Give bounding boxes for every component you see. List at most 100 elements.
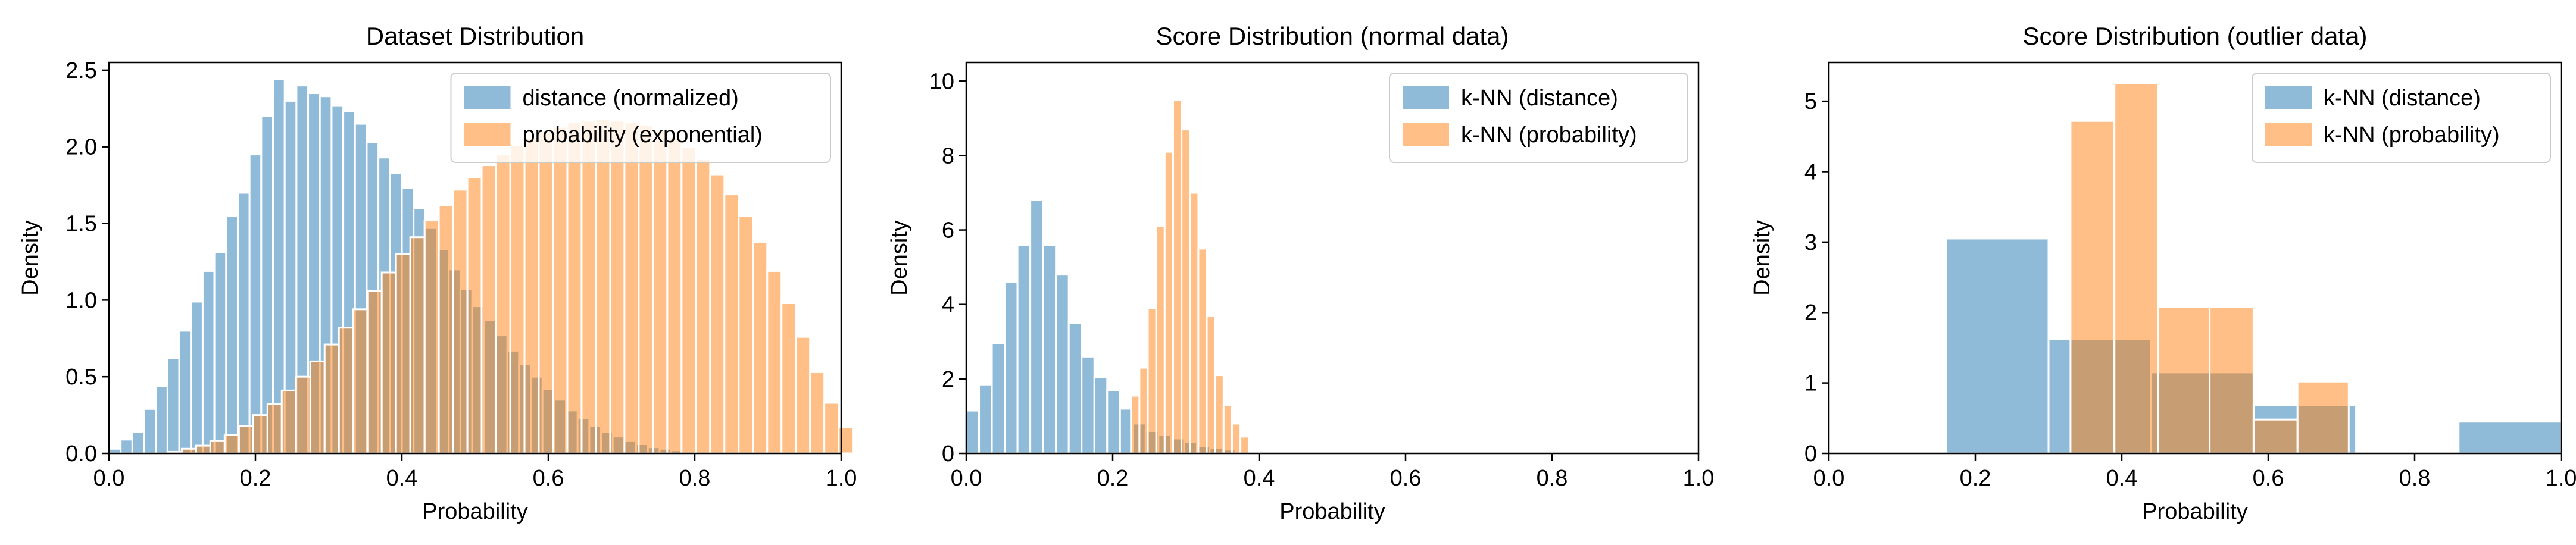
legend-label: k-NN (distance) [1461,86,1618,111]
histogram-bar [1004,281,1019,455]
histogram-bar [1081,355,1095,455]
x-axis-label: Probability [422,499,527,524]
histogram-bar [120,438,133,455]
histogram-bar [238,425,254,455]
histogram-bar [223,434,240,455]
legend: k-NN (distance) k-NN (probability) [1389,73,1688,163]
legend-swatch [464,123,511,146]
histogram-bar [666,136,683,455]
y-tick-label: 2 [942,367,954,392]
x-tick-label: 0.2 [1960,466,1991,491]
histogram-bar [1016,244,1032,455]
histogram-bar [2157,306,2211,455]
y-tick-label: 10 [929,69,954,94]
x-tick-label: 0.8 [679,466,711,491]
histogram-bar [595,118,611,455]
histogram-bar [552,126,569,455]
x-tick-label: 0.6 [533,466,564,491]
y-axis-label: Density [18,220,43,296]
chart-title: Score Distribution (normal data) [1156,22,1509,50]
histogram-bar [965,409,981,455]
histogram-bar [566,121,583,455]
histogram-bar [1197,248,1208,455]
histogram-bar [1055,274,1070,455]
histogram-bar [380,271,397,455]
histogram-bar [366,290,383,455]
histogram-bar [452,189,469,455]
histogram-bar [652,129,669,455]
histogram-bar [166,357,180,455]
chart-title: Dataset Distribution [366,22,585,50]
legend-box [2252,73,2551,163]
histogram-bar [509,144,526,455]
histogram-bar [438,204,454,455]
histogram-bar [323,343,340,455]
histogram-bar [723,193,740,455]
legend-label: k-NN (distance) [2324,86,2481,111]
legend: k-NN (distance) k-NN (probability) [2252,73,2551,163]
chart-panel-1: 0.0 0.2 0.4 0.6 0.8 1.0 0.0 0.5 1.0 1.5 2.0 2.5 Data… [18,22,857,524]
y-tick-label: 0.5 [65,365,97,390]
histogram-bar [623,121,640,455]
x-tick-label: 0.0 [93,466,125,491]
y-tick-label: 2 [1804,300,1817,325]
histogram-bar [1214,374,1225,455]
histogram-bar [2069,120,2116,455]
histogram-bar [680,146,697,455]
histogram-bar [295,375,311,455]
histogram-bar [809,371,826,455]
histogram-bar [695,158,711,455]
histogram-bar [609,120,626,455]
histogram-bar [480,164,497,455]
legend-swatch [1403,123,1449,146]
histogram-bar [2296,380,2350,455]
histogram-bar [580,120,597,455]
x-tick-label: 0.0 [951,466,982,491]
histogram-bar [823,402,840,455]
y-tick-label: 0 [942,441,954,466]
histogram-bar [978,383,993,455]
histogram-bar [201,270,216,455]
histogram-bar [260,115,274,455]
histogram-bar [309,360,326,455]
x-tick-label: 0.6 [2253,466,2284,491]
histogram-bar [266,403,283,455]
histogram-bar [423,219,440,455]
x-tick-label: 0.4 [1244,466,1275,491]
histogram-bar [2252,418,2299,455]
histogram-bar [638,124,654,455]
histogram-bar [523,136,540,455]
y-tick-label: 2.0 [65,135,97,160]
chart-panel-3: 0.0 0.2 0.4 0.6 0.8 1.0 0 1 2 3 4 5 Score Distributi… [1750,22,2576,524]
legend-swatch [1403,86,1449,109]
histogram-bar [155,385,168,455]
chart-title: Score Distribution (outlier data) [2023,22,2368,50]
histogram-bar [178,330,192,455]
x-tick-label: 0.2 [1097,466,1129,491]
y-tick-label: 1.5 [65,212,97,237]
y-tick-label: 4 [1804,159,1817,184]
y-tick-label: 1.0 [65,288,97,313]
x-tick-label: 0.2 [240,466,271,491]
series-2-bars [1130,99,1250,455]
histogram-bar [538,130,554,455]
y-tick-label: 1 [1804,371,1817,396]
histogram-bar [795,336,811,455]
histogram-bar [1130,394,1141,455]
histogram-bar [236,192,251,455]
histogram-bar [1222,404,1233,455]
histogram-bar [1138,367,1149,455]
histogram-bar [1093,376,1109,455]
series-2-bars [2069,83,2350,455]
legend-swatch [2265,123,2312,146]
legend-label: k-NN (probability) [2324,123,2500,148]
y-tick-label: 2.5 [65,58,97,83]
legend-swatch [2265,86,2312,109]
y-axis-label: Density [1750,220,1775,296]
histogram-bar [225,215,239,455]
histogram-bar [1945,237,2050,455]
legend-label: distance (normalized) [523,86,739,111]
axes-frame [108,61,842,455]
histogram-bar [1147,307,1157,455]
